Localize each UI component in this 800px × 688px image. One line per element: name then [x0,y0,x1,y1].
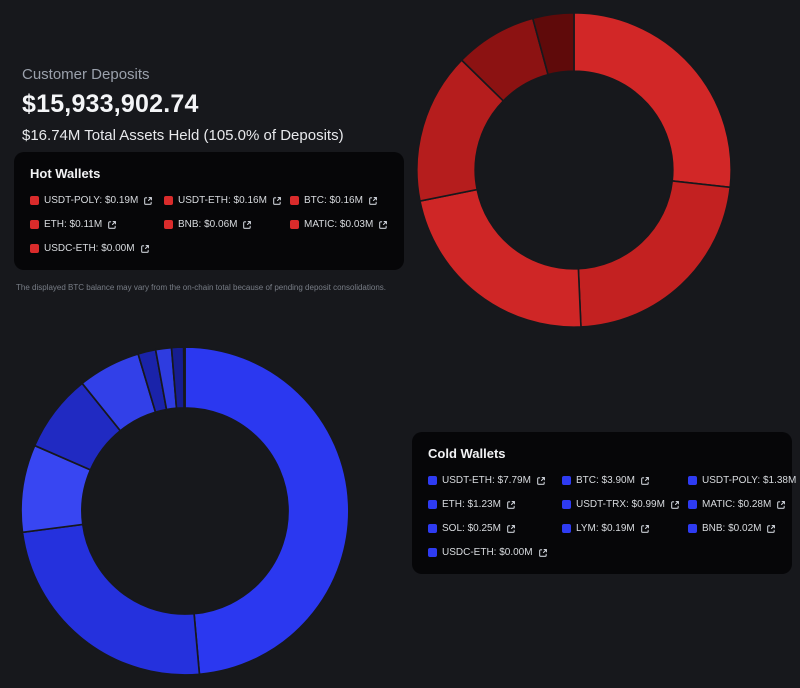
external-link-icon[interactable] [378,220,388,230]
legend-label: BTC: $3.90M [576,475,635,486]
legend-swatch [290,220,299,229]
legend-swatch [428,524,437,533]
legend-label: MATIC: $0.28M [702,499,772,510]
legend-label: USDT-POLY: $1.38M [702,475,797,486]
legend-swatch [428,500,437,509]
legend-label: USDT-TRX: $0.99M [576,499,665,510]
legend-swatch [164,220,173,229]
legend-item-btc: BTC: $3.90M [562,475,684,486]
cold-wallets-panel: Cold Wallets USDT-ETH: $7.79M BTC: $3.90M… [412,432,796,574]
legend-item-bnb: BNB: $0.02M [688,523,800,534]
donut-segment-btc[interactable] [21,523,201,676]
legend-swatch [688,476,697,485]
legend-swatch [428,476,437,485]
legend-swatch [688,524,697,533]
legend-swatch [164,196,173,205]
legend-label: USDC-ETH: $0.00M [44,243,135,254]
cold-wallets-legend: USDT-ETH: $7.79M BTC: $3.90M USDT-POLY: $1… [428,475,796,558]
legend-label: BNB: $0.02M [702,523,762,534]
hot-wallets-title: Hot Wallets [30,166,101,181]
legend-label: ETH: $1.23M [442,499,501,510]
legend-label: USDT-POLY: $0.19M [44,195,139,206]
legend-label: USDT-ETH: $7.79M [442,475,531,486]
hot-wallets-panel: Hot Wallets USDT-POLY: $0.19M USDT-ETH: $… [14,152,404,270]
legend-item-usdt-eth: USDT-ETH: $0.16M [164,195,286,206]
legend-swatch [688,500,697,509]
external-link-icon[interactable] [272,196,282,206]
legend-label: BNB: $0.06M [178,219,238,230]
legend-label: SOL: $0.25M [442,523,501,534]
legend-label: LYM: $0.19M [576,523,635,534]
hot-wallets-legend: USDT-POLY: $0.19M USDT-ETH: $0.16M BTC: $0… [30,195,388,254]
legend-item-bnb: BNB: $0.06M [164,219,286,230]
external-link-icon[interactable] [143,196,153,206]
external-link-icon[interactable] [766,524,776,534]
external-link-icon[interactable] [776,500,786,510]
legend-swatch [30,244,39,253]
donut-segment-bnb[interactable] [182,346,186,409]
legend-item-matic: MATIC: $0.28M [688,499,800,510]
external-link-icon[interactable] [538,548,548,558]
external-link-icon[interactable] [536,476,546,486]
legend-item-matic: MATIC: $0.03M [290,219,388,230]
external-link-icon[interactable] [107,220,117,230]
legend-swatch [30,220,39,229]
legend-item-lym: LYM: $0.19M [562,523,684,534]
legend-item-usdt-poly: USDT-POLY: $1.38M [688,475,800,486]
legend-item-usdt-trx: USDT-TRX: $0.99M [562,499,684,510]
customer-deposits-amount: $15,933,902.74 [22,90,199,118]
legend-swatch [562,500,571,509]
legend-label: BTC: $0.16M [304,195,363,206]
external-link-icon[interactable] [506,524,516,534]
legend-item-eth: ETH: $1.23M [428,499,558,510]
legend-label: USDT-ETH: $0.16M [178,195,267,206]
external-link-icon[interactable] [640,524,650,534]
legend-swatch [30,196,39,205]
external-link-icon[interactable] [242,220,252,230]
donut-segment-btc[interactable] [419,188,582,328]
donut-segment-matic[interactable] [531,12,575,76]
legend-item-usdt-eth: USDT-ETH: $7.79M [428,475,558,486]
donut-segment-usdt-eth[interactable] [184,346,350,676]
legend-item-usdc-eth: USDC-ETH: $0.00M [30,243,160,254]
external-link-icon[interactable] [368,196,378,206]
cold-wallets-donut-chart [16,342,354,680]
legend-item-usdc-eth: USDC-ETH: $0.00M [428,547,558,558]
customer-deposits-label: Customer Deposits [22,66,150,83]
legend-item-eth: ETH: $0.11M [30,219,160,230]
legend-swatch [290,196,299,205]
external-link-icon[interactable] [640,476,650,486]
legend-item-usdt-poly: USDT-POLY: $0.19M [30,195,160,206]
legend-label: USDC-ETH: $0.00M [442,547,533,558]
donut-segment-usdt-poly[interactable] [573,12,732,189]
legend-swatch [428,548,437,557]
legend-item-sol: SOL: $0.25M [428,523,558,534]
legend-swatch [562,476,571,485]
hot-wallets-donut-chart [412,8,736,332]
legend-label: MATIC: $0.03M [304,219,374,230]
legend-item-btc: BTC: $0.16M [290,195,388,206]
legend-label: ETH: $0.11M [44,219,103,230]
donut-segment-usdt-eth[interactable] [577,180,732,328]
external-link-icon[interactable] [506,500,516,510]
btc-disclaimer-text: The displayed BTC balance may vary from … [16,283,386,292]
header: Customer Deposits $15,933,902.74 $16.74M… [22,66,344,144]
external-link-icon[interactable] [670,500,680,510]
external-link-icon[interactable] [140,244,150,254]
total-assets-held: $16.74M Total Assets Held (105.0% of Dep… [22,127,344,144]
cold-wallets-title: Cold Wallets [428,446,506,461]
legend-swatch [562,524,571,533]
